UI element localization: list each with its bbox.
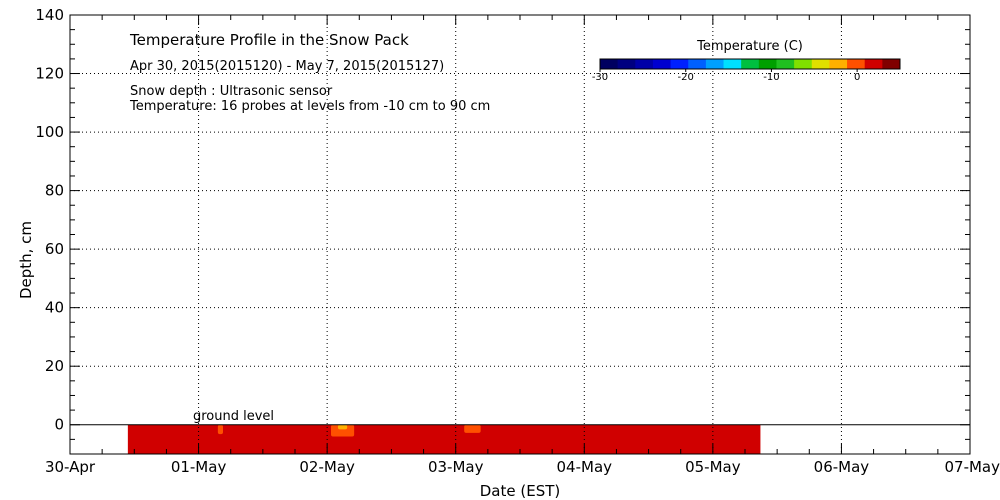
colorbar-segment — [829, 59, 848, 69]
colorbar-tick-label: -10 — [763, 72, 779, 83]
y-tick-label: 40 — [45, 299, 64, 317]
x-tick-label: 02-May — [299, 458, 355, 476]
tick-layer — [69, 14, 971, 455]
y-tick-label: 80 — [45, 182, 64, 200]
colorbar-segment — [847, 59, 866, 69]
x-tick-label: 07-May — [944, 458, 1000, 476]
colorbar-segment — [617, 59, 636, 69]
heatmap-layer — [127, 424, 761, 454]
x-tick-label: 04-May — [557, 458, 613, 476]
colorbar-labels: -30 -20 -10 0 — [592, 72, 861, 83]
x-tick-label: 30-Apr — [45, 458, 96, 476]
heatmap-cell — [337, 424, 348, 430]
heatmap-cell — [468, 424, 477, 429]
heatmap-cell — [219, 424, 222, 430]
heatmap-base — [127, 424, 761, 454]
chart-title: Temperature Profile in the Snow Pack — [129, 31, 409, 49]
colorbar-segment — [864, 59, 883, 69]
y-tick-label: 60 — [45, 240, 64, 258]
y-axis-title: Depth, cm — [17, 221, 35, 299]
colorbar-title: Temperature (C) — [696, 39, 803, 54]
x-tick-label: 05-May — [685, 458, 741, 476]
x-tick-labels: 30-Apr 01-May 02-May 03-May 04-May 05-May 06-M… — [45, 458, 1000, 476]
colorbar-tick-label: 0 — [854, 72, 860, 83]
colorbar-segment — [776, 59, 795, 69]
y-tick-label: 100 — [35, 123, 64, 141]
colorbar-segment — [600, 59, 619, 69]
colorbar-frame — [599, 58, 901, 70]
y-tick-label: 140 — [35, 6, 64, 24]
chart-subtitle: Apr 30, 2015(2015120) - May 7, 2015(2015… — [130, 59, 444, 74]
y-tick-label: 120 — [35, 65, 64, 83]
x-tick-label: 06-May — [814, 458, 870, 476]
colorbar — [599, 58, 901, 72]
colorbar-segment — [882, 59, 901, 69]
x-axis-title: Date (EST) — [480, 482, 561, 500]
x-tick-label: 01-May — [171, 458, 227, 476]
colorbar-segment — [688, 59, 707, 69]
plot-background — [70, 15, 970, 454]
colorbar-tick-label: -20 — [678, 72, 694, 83]
colorbar-segment — [758, 59, 777, 69]
colorbar-segment — [652, 59, 672, 69]
note-temperature: Temperature: 16 probes at levels from -1… — [129, 99, 490, 114]
y-tick-label: 0 — [54, 416, 64, 434]
colorbar-segment — [635, 59, 654, 69]
colorbar-segment — [705, 59, 725, 69]
colorbar-segment — [811, 59, 830, 69]
note-snow-depth: Snow depth : Ultrasonic sensor — [130, 84, 333, 99]
colorbar-segment — [794, 59, 813, 69]
colorbar-segment — [741, 59, 760, 69]
ground-level-annotation: ground level — [193, 409, 274, 424]
y-tick-label: 20 — [45, 357, 64, 375]
colorbar-segment — [723, 59, 742, 69]
y-tick-labels: 0 20 40 60 80 100 120 140 — [35, 6, 64, 434]
x-tick-label: 03-May — [428, 458, 484, 476]
colorbar-tick-label: -30 — [592, 72, 608, 83]
colorbar-segment — [670, 59, 689, 69]
